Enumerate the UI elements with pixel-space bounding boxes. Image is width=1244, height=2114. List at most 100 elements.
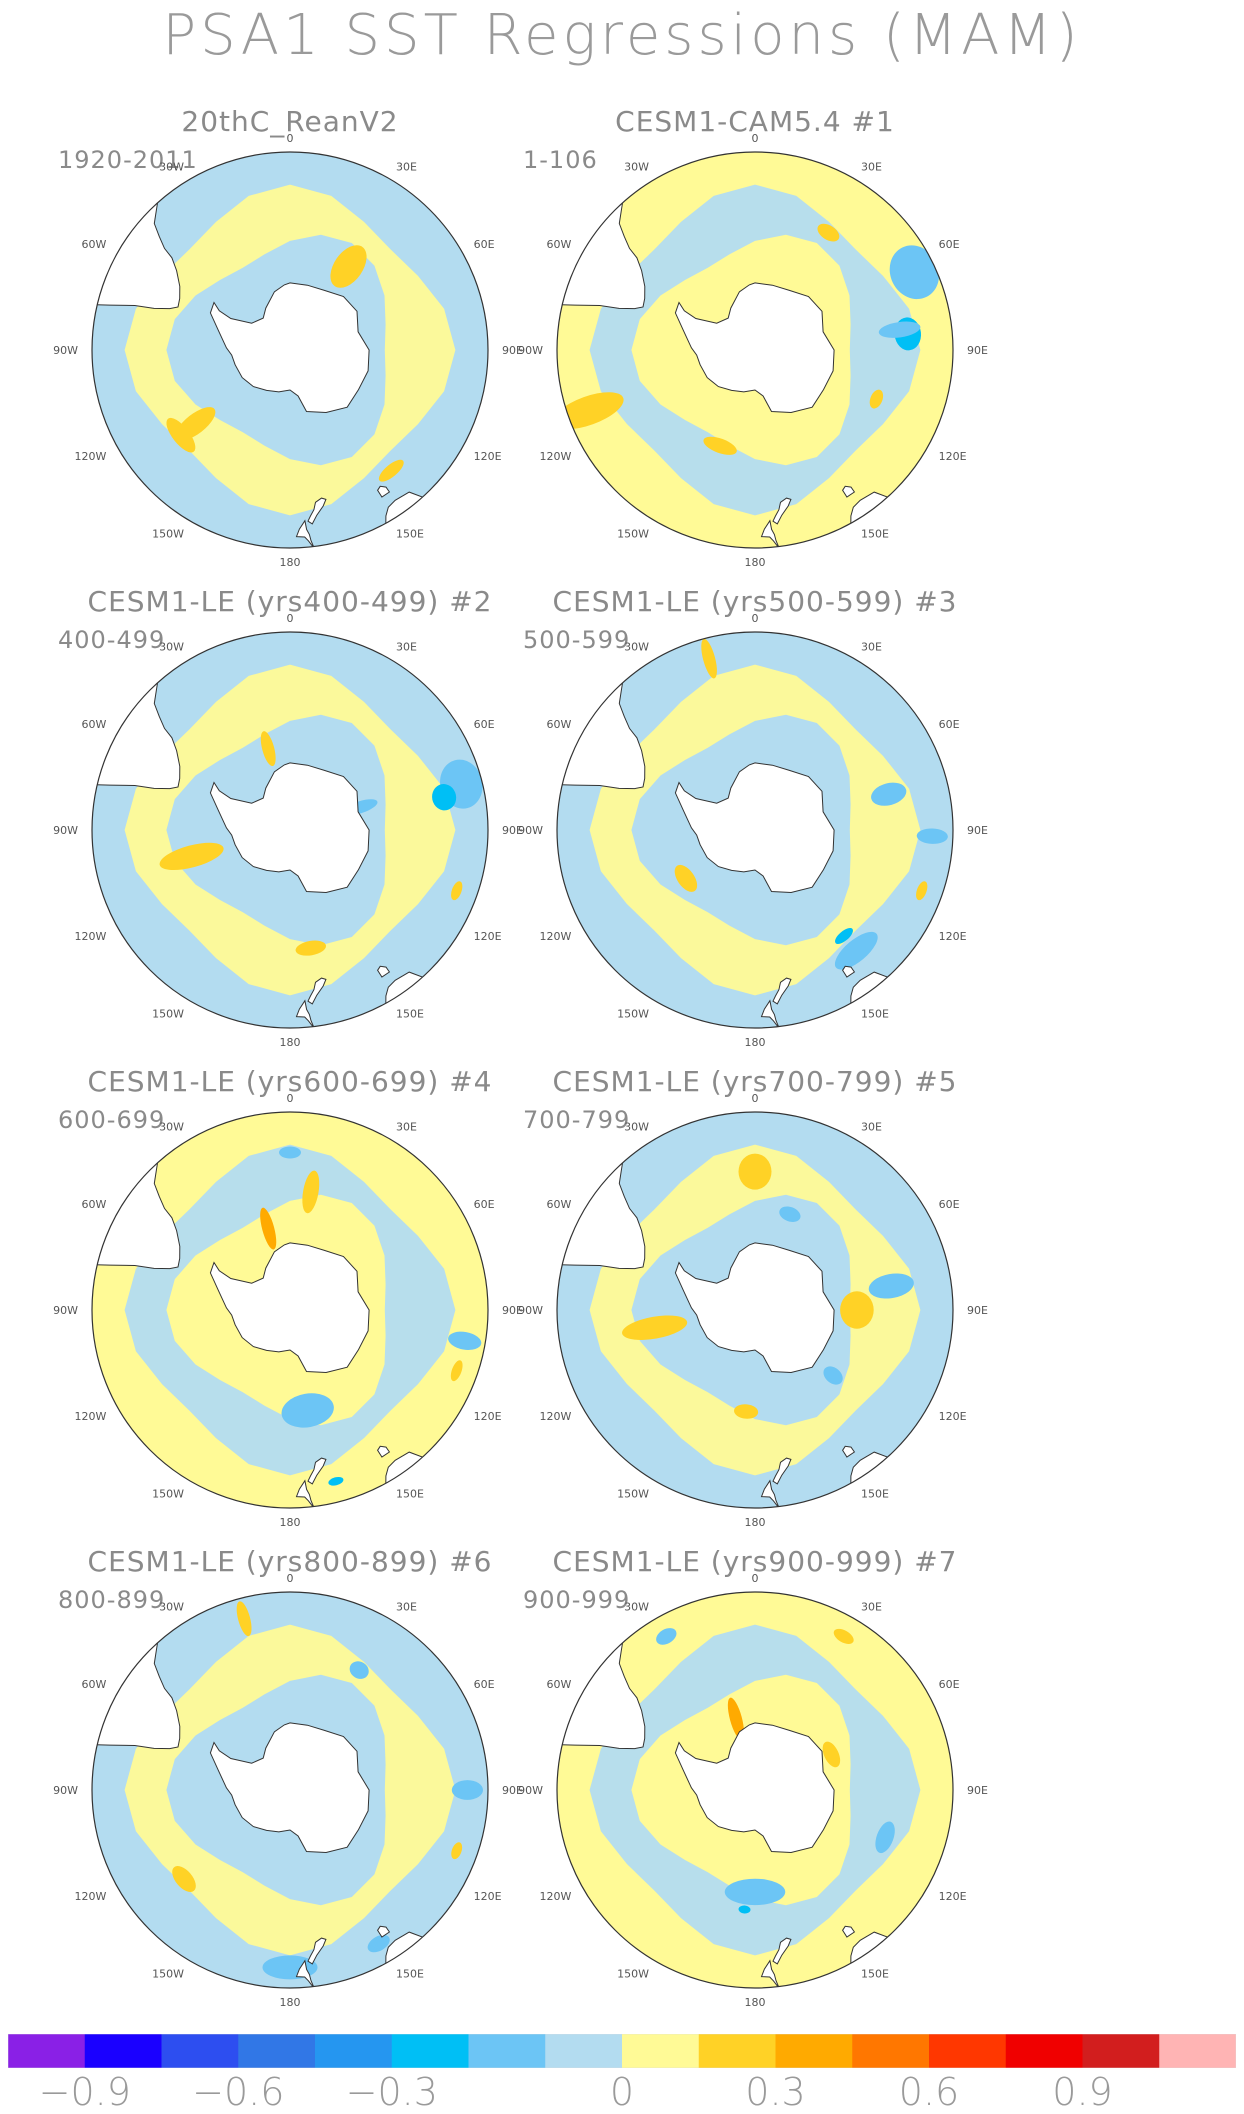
colorbar-swatch xyxy=(1005,2034,1083,2068)
sst-anomaly-patch xyxy=(779,1206,801,1222)
longitude-label: 0 xyxy=(287,1572,294,1585)
longitude-label: 150W xyxy=(152,528,184,541)
panel-period: 400-499 xyxy=(58,626,166,654)
land-africa xyxy=(799,1112,909,1129)
longitude-label: 30E xyxy=(861,1600,882,1613)
land-new-zealand-south xyxy=(772,977,792,1005)
longitude-label: 0 xyxy=(287,132,294,145)
sst-anomaly-patch xyxy=(738,1153,772,1190)
longitude-label: 30E xyxy=(396,160,417,173)
longitude-label: 120W xyxy=(540,930,572,943)
polar-map: 0 30E 60E 90E 120E 150E 180 150W 120W 90W 60W 30W xyxy=(53,612,523,1049)
longitude-label: 90W xyxy=(518,1304,543,1317)
sst-anomaly-patch xyxy=(835,928,853,944)
land-new-zealand-north xyxy=(295,519,315,548)
longitude-label: 120W xyxy=(540,1410,572,1423)
panel-title: CESM1-LE (yrs800-899) #6 xyxy=(87,1545,493,1578)
colorbar xyxy=(8,2034,1236,2068)
land-antarctica xyxy=(674,282,835,414)
sst-anomaly-patch xyxy=(295,940,327,956)
longitude-label: 120E xyxy=(939,1890,967,1903)
land-antarctica xyxy=(209,1242,370,1374)
sst-anomaly-patch xyxy=(916,828,948,844)
land-new-zealand-north xyxy=(295,1479,315,1508)
longitude-label: 30E xyxy=(396,640,417,653)
longitude-label: 30W xyxy=(159,1600,184,1613)
sst-anomaly-patch xyxy=(349,1661,369,1679)
land-africa xyxy=(334,632,444,649)
longitude-label: 60W xyxy=(547,718,572,731)
land-antarctica xyxy=(209,762,370,894)
map-boundary xyxy=(556,631,954,1029)
sst-anomaly-patch xyxy=(159,842,224,871)
longitude-label: 0 xyxy=(752,1572,759,1585)
longitude-label: 150W xyxy=(152,1008,184,1021)
sst-anomaly-patch xyxy=(875,1821,895,1854)
colorbar-swatch xyxy=(698,2034,776,2068)
panel-title: CESM1-LE (yrs900-999) #7 xyxy=(552,1545,958,1578)
longitude-label: 0 xyxy=(287,612,294,625)
sst-anomaly-patch xyxy=(330,245,367,288)
longitude-label: 90E xyxy=(967,824,988,837)
colorbar-label: 0.3 xyxy=(745,2070,806,2114)
land-antarctica xyxy=(209,282,370,414)
sst-anomaly-patch xyxy=(557,392,624,430)
longitude-label: 90W xyxy=(53,824,78,837)
longitude-label: 60W xyxy=(82,1198,107,1211)
map-panel-6: CESM1-LE (yrs800-899) #6 800-899 0 30E 60E… xyxy=(10,1548,570,2028)
longitude-label: 60W xyxy=(82,238,107,251)
sst-anomaly-patch xyxy=(172,1866,196,1892)
longitude-label: 30E xyxy=(396,1600,417,1613)
longitude-label: 120E xyxy=(939,450,967,463)
land-new-zealand-north xyxy=(760,1479,780,1508)
colorbar-label: −0.9 xyxy=(38,2070,131,2114)
page-title: PSA1 SST Regressions (MAM) xyxy=(162,3,1082,68)
panel-period: 800-899 xyxy=(58,1586,166,1614)
map-panel-0: 20thC_ReanV2 1920-2011 0 30E 60E 90E 120E 150… xyxy=(10,108,570,588)
panel-title: CESM1-CAM5.4 #1 xyxy=(615,105,895,138)
sst-anomaly-patch xyxy=(451,881,463,901)
sst-anomaly-patch xyxy=(656,1628,677,1645)
longitude-label: 30E xyxy=(861,1120,882,1133)
sst-anomaly-patch xyxy=(868,1273,914,1299)
land-antarctica xyxy=(209,1722,370,1854)
sst-anomaly-patch xyxy=(450,1360,463,1382)
map-boundary xyxy=(556,1111,954,1509)
map-boundary xyxy=(91,1111,489,1509)
sst-anomaly-patch xyxy=(840,1291,874,1329)
land-new-zealand-north xyxy=(760,1959,780,1988)
longitude-label: 120W xyxy=(75,1410,107,1423)
colorbar-label: 0.6 xyxy=(898,2070,960,2114)
land-tasmania xyxy=(842,1925,856,1938)
longitude-label: 180 xyxy=(280,1516,301,1529)
longitude-label: 180 xyxy=(745,1996,766,2009)
land-new-zealand-south xyxy=(772,1457,792,1485)
map-panel-4: CESM1-LE (yrs600-699) #4 600-699 0 30E 60E… xyxy=(10,1068,570,1548)
sst-anomaly-patch xyxy=(432,784,457,811)
longitude-label: 180 xyxy=(745,556,766,569)
longitude-label: 60E xyxy=(939,718,960,731)
land-tasmania xyxy=(377,965,391,978)
longitude-label: 30E xyxy=(861,640,882,653)
map-boundary xyxy=(91,151,489,549)
colorbar-swatch xyxy=(1082,2034,1160,2068)
sst-anomaly-patch xyxy=(833,1628,854,1644)
land-new-zealand-south xyxy=(772,497,792,525)
colorbar-swatch xyxy=(315,2034,393,2068)
longitude-label: 120E xyxy=(939,930,967,943)
longitude-label: 120W xyxy=(75,1890,107,1903)
sst-anomaly-patch xyxy=(451,1842,463,1860)
land-new-zealand-south xyxy=(307,497,327,525)
panel-period: 1-106 xyxy=(523,146,598,174)
longitude-label: 150W xyxy=(617,1488,649,1501)
longitude-label: 0 xyxy=(752,132,759,145)
longitude-label: 60W xyxy=(82,1678,107,1691)
sst-field xyxy=(92,1112,488,1508)
land-antarctica xyxy=(674,1242,835,1374)
sst-anomaly-patch xyxy=(916,881,928,901)
colorbar-swatch xyxy=(1159,2034,1236,2068)
colorbar-swatch xyxy=(775,2034,853,2068)
longitude-label: 90E xyxy=(967,344,988,357)
longitude-label: 150E xyxy=(861,528,889,541)
longitude-label: 60W xyxy=(547,238,572,251)
